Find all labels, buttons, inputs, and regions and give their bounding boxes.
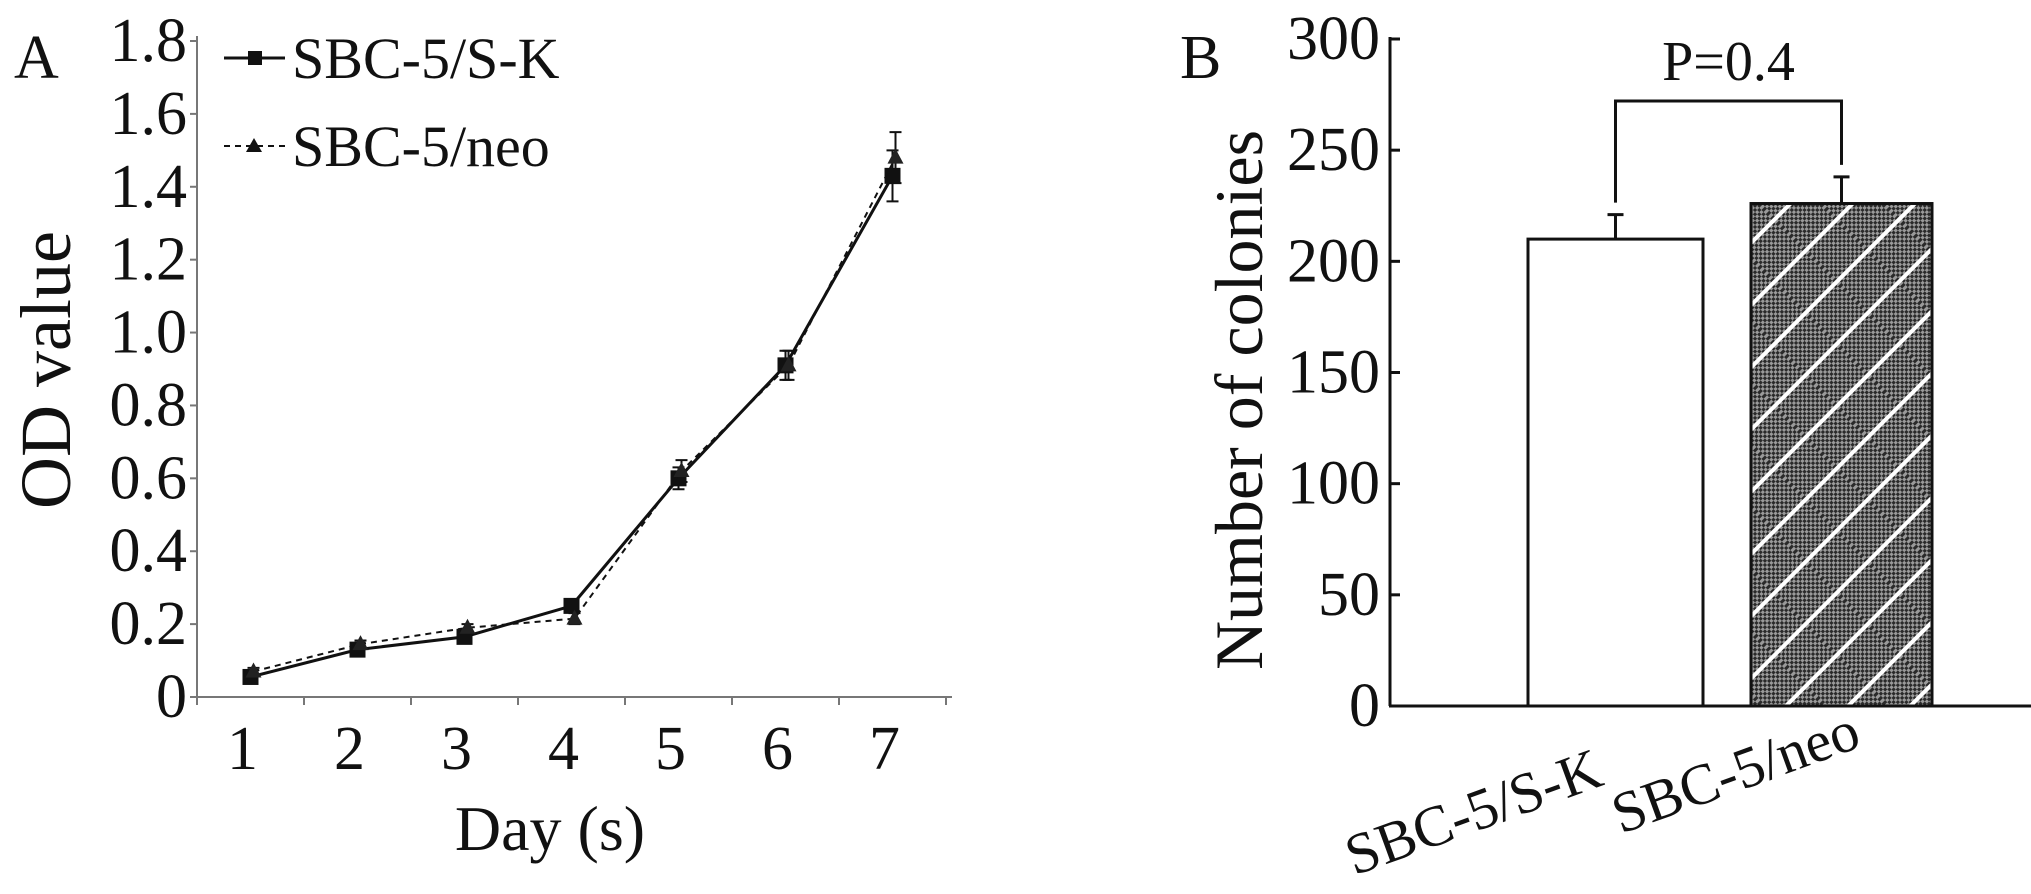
legend-label-neo: SBC-5/neo [292, 114, 550, 179]
y-axis-title-b: Number of colonies [1201, 130, 1277, 670]
legend-triangle-marker-icon [246, 138, 262, 152]
data-point-triangle [352, 635, 369, 651]
y-tick-label-b: 300 [1287, 5, 1380, 73]
x-tick-label-a: 4 [548, 715, 579, 783]
x-tick-label-a: 2 [334, 715, 365, 783]
y-tick-label-a: 1.6 [110, 80, 188, 148]
significance-bracket [1614, 99, 1843, 203]
data-point-triangle [566, 609, 583, 625]
bar-neo [1749, 202, 1934, 708]
data-point-square [563, 597, 580, 614]
y-tick-label-a: 1.2 [110, 226, 188, 294]
panel-a-line-chart: A 00.20.40.60.81.01.21.41.61.8 1 2 3 4 5 6 7 O… [6, 7, 952, 864]
y-tick-label-b: 150 [1287, 339, 1380, 407]
y-tick-label-a: 1.0 [110, 299, 188, 367]
y-tick-label-a: 0.6 [110, 444, 188, 512]
x-tick-label-a: 6 [762, 715, 793, 783]
x-tick-label-b: SBC-5/neo [1603, 697, 1867, 846]
x-tick-label-a: 5 [655, 715, 686, 783]
y-tick-label-a: 0.2 [110, 590, 188, 658]
y-tick-label-a: 1.4 [110, 153, 188, 221]
x-tick-label-a: 1 [227, 715, 258, 783]
error-bar-b [1833, 175, 1850, 204]
y-tick-label-b: 0 [1349, 672, 1380, 740]
y-tick-label-b: 250 [1287, 116, 1380, 184]
x-axis-title-a: Day (s) [455, 793, 645, 864]
legend-square-marker-icon [248, 51, 262, 65]
x-tick-label-a: 7 [869, 715, 900, 783]
p-value-annotation: P=0.4 [1662, 31, 1795, 93]
x-tick-label-a: 3 [441, 715, 472, 783]
legend-a: SBC-5/S-K SBC-5/neo [224, 26, 560, 179]
y-tick-label-a: 0.4 [110, 517, 188, 585]
x-tick-label-b: SBC-5/S-K [1337, 735, 1611, 888]
y-tick-label-b: 200 [1287, 227, 1380, 295]
y-tick-label-a: 0 [156, 663, 187, 731]
series-line-neo [253, 157, 897, 673]
data-point-triangle [245, 662, 262, 678]
data-point-triangle [887, 148, 904, 164]
y-tick-label-b: 100 [1287, 450, 1380, 518]
panel-label-b: B [1180, 24, 1221, 92]
panel-label-a: A [14, 24, 59, 92]
data-point-triangle [780, 356, 797, 372]
legend-label-sk: SBC-5/S-K [292, 26, 560, 91]
y-tick-label-a: 0.8 [110, 371, 188, 439]
error-bar-b [1607, 213, 1624, 240]
data-point-triangle [673, 462, 690, 478]
data-point-triangle [459, 618, 476, 634]
bar-sk [1526, 237, 1705, 708]
y-axis-title-a: OD value [6, 231, 86, 509]
y-tick-label-b: 50 [1318, 561, 1380, 629]
y-tick-label-a: 1.8 [110, 7, 188, 75]
